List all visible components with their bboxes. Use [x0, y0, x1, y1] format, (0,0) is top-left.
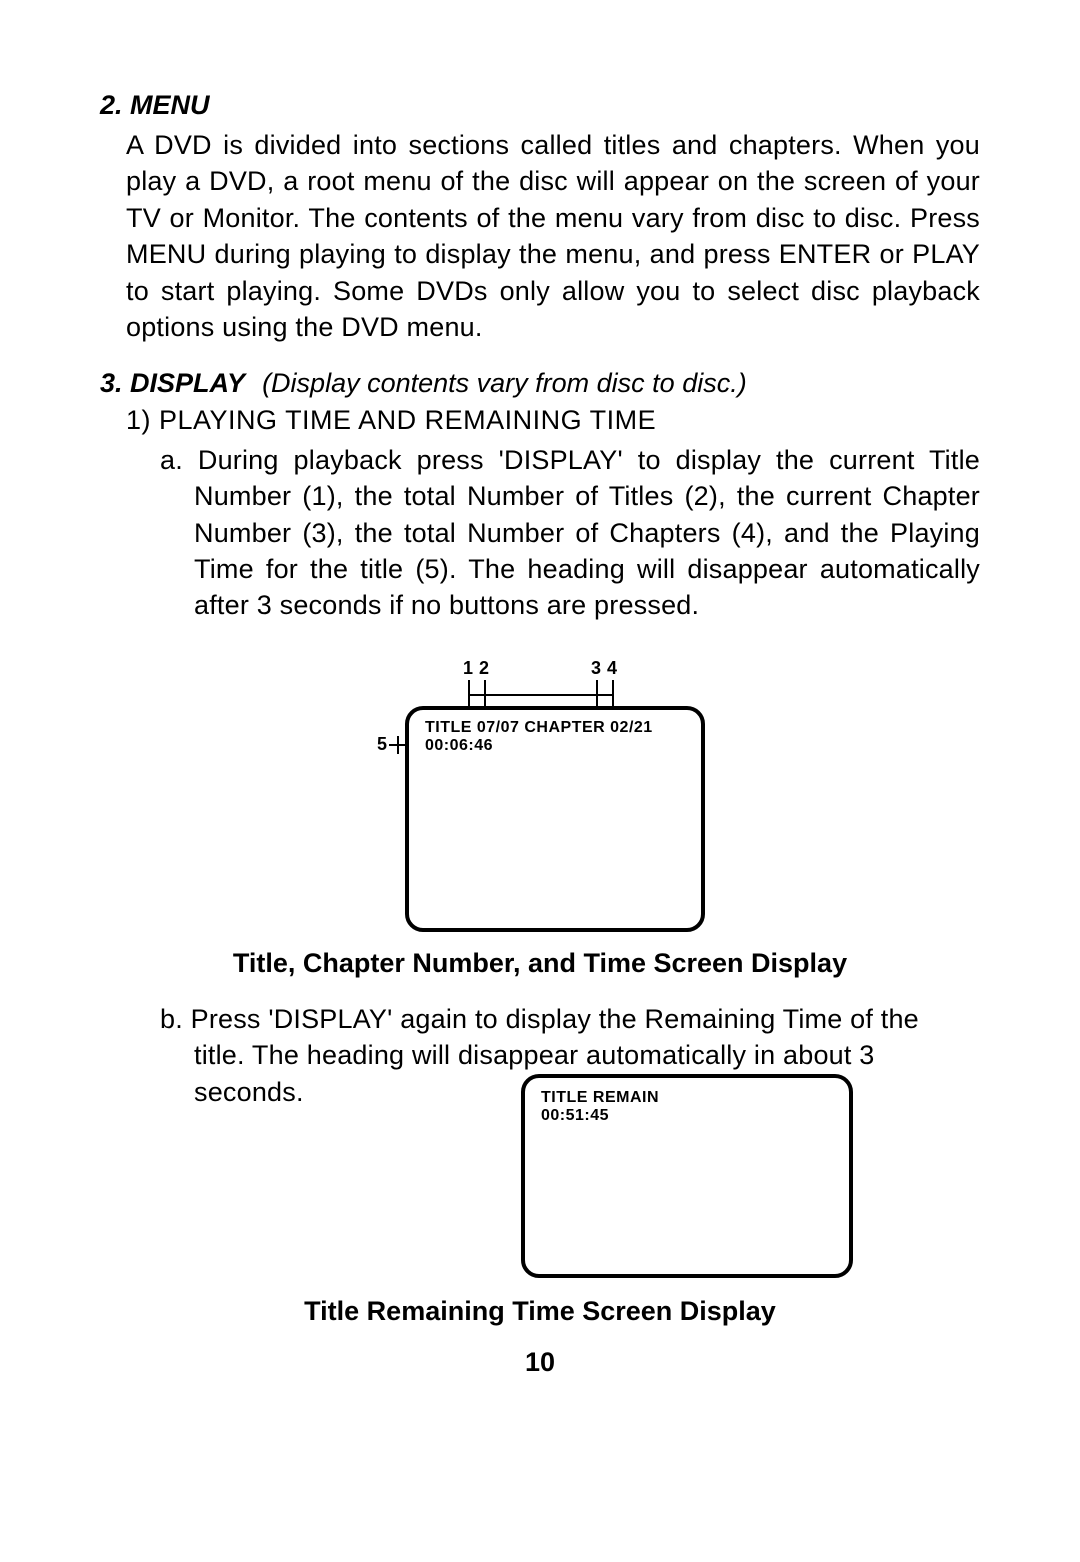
osd2-line-2: 00:51:45 — [541, 1106, 609, 1125]
item-b-line2: title. The heading will disappear automa… — [160, 1037, 980, 1073]
figure-1-caption: Title, Chapter Number, and Time Screen D… — [233, 948, 847, 979]
callout-hbar — [468, 694, 614, 696]
section-3-heading: 3. DISPLAY (Display contents vary from d… — [100, 368, 980, 399]
tick-4 — [612, 680, 614, 706]
callout-1: 1 — [463, 658, 473, 679]
section-2-body: A DVD is divided into sections called ti… — [126, 127, 980, 346]
item-b-line3: seconds. — [160, 1074, 394, 1110]
section-3-note: (Display contents vary from disc to disc… — [262, 368, 747, 398]
tick-3 — [596, 680, 598, 706]
item-b-line1: b. Press 'DISPLAY' again to display the … — [160, 1001, 980, 1037]
figure-2-wrap: TITLE REMAIN 00:51:45 — [394, 1074, 980, 1278]
osd-line-1: TITLE 07/07 CHAPTER 02/21 — [425, 718, 653, 737]
page-number: 10 — [100, 1347, 980, 1378]
figure-1-diagram: 1 2 3 4 5 TITLE 07/07 CHAPTER 02/21 00:0… — [375, 654, 705, 934]
item-b-row: seconds. TITLE REMAIN 00:51:45 — [160, 1074, 980, 1278]
tick-1 — [468, 680, 470, 706]
callout-4: 4 — [607, 658, 617, 679]
figure-2-caption: Title Remaining Time Screen Display — [100, 1296, 980, 1327]
callout-3: 3 — [591, 658, 601, 679]
callout-5-line-v — [397, 736, 399, 754]
manual-page: 2. MENU A DVD is divided into sections c… — [0, 0, 1080, 1378]
section-display: 3. DISPLAY (Display contents vary from d… — [100, 368, 980, 1378]
item-a-text: a. During playback press 'DISPLAY' to di… — [160, 442, 980, 624]
osd-line-2: 00:06:46 — [425, 736, 493, 755]
callout-2: 2 — [479, 658, 489, 679]
item-b: b. Press 'DISPLAY' again to display the … — [160, 1001, 980, 1278]
callout-5: 5 — [377, 734, 387, 755]
section-3-title: 3. DISPLAY — [100, 368, 245, 398]
item-a: a. During playback press 'DISPLAY' to di… — [160, 442, 980, 624]
section-2-heading: 2. MENU — [100, 90, 980, 121]
section-menu: 2. MENU A DVD is divided into sections c… — [100, 90, 980, 346]
tick-2 — [484, 680, 486, 706]
subsection-1-heading: 1) PLAYING TIME AND REMAINING TIME — [126, 405, 980, 436]
figure-2-diagram: TITLE REMAIN 00:51:45 — [521, 1074, 853, 1278]
osd2-line-1: TITLE REMAIN — [541, 1088, 659, 1107]
figure-1: 1 2 3 4 5 TITLE 07/07 CHAPTER 02/21 00:0… — [100, 646, 980, 979]
